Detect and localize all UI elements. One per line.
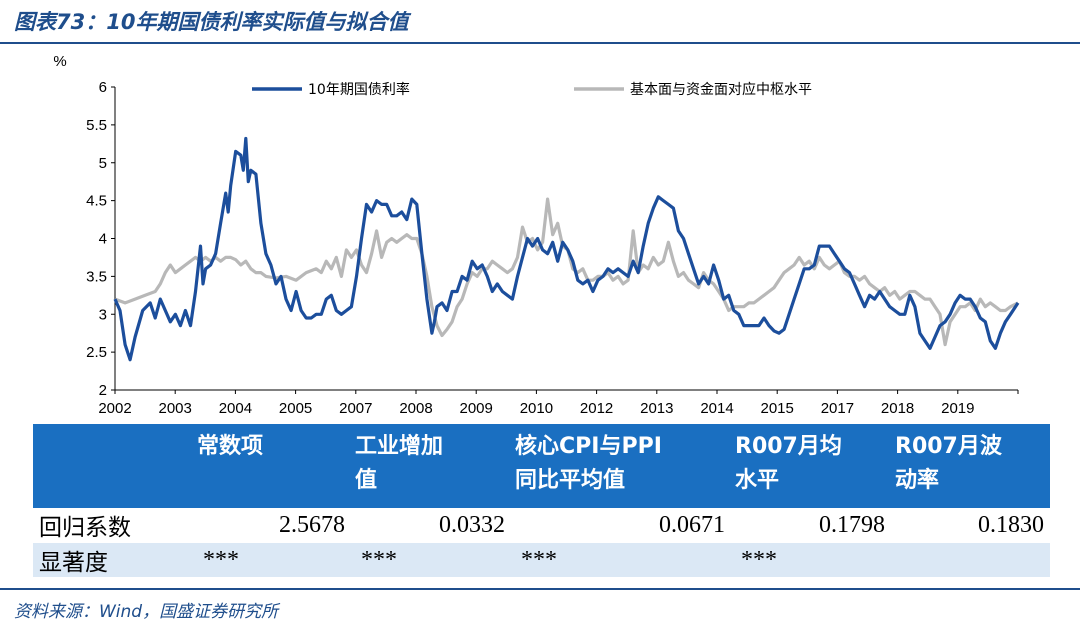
source-note: 资料来源：Wind，国盛证券研究所: [14, 602, 279, 622]
header-line: 动率: [895, 468, 940, 493]
x-tick-label: 2007: [339, 400, 372, 417]
x-tick-label: 2019: [941, 400, 974, 417]
table-header-cell: 工业增加值: [351, 424, 511, 508]
x-axis: 2002 2003 2004 2005 2007 2008 2009 2010 2012 2013…: [98, 389, 1019, 417]
title-rule: [0, 42, 1080, 44]
figure-title: 图表73：10年期国债利率实际值与拟合值: [14, 10, 409, 34]
row-label: 回归系数: [33, 508, 193, 543]
row-label: 显著度: [33, 542, 193, 577]
x-tick-label: 2018: [881, 400, 914, 417]
table-header-cell: 核心CPI与PPI 同比平均值: [511, 424, 731, 508]
legend: 10年期国债利率 基本面与资金面对应中枢水平: [252, 81, 812, 98]
table-row: 显著度 *** *** *** ***: [33, 542, 1050, 577]
table-cell: 0.1798: [731, 508, 891, 543]
x-tick-label: 2004: [219, 400, 252, 417]
y-tick-label: 2: [99, 382, 107, 399]
table-cell: ***: [511, 542, 731, 577]
table-header-cell: 常数项: [193, 424, 351, 508]
header-line: R007月波: [895, 434, 1002, 459]
table-cell: 2.5678: [193, 508, 351, 543]
legend-label: 10年期国债利率: [308, 81, 410, 98]
table-cell: ***: [193, 542, 351, 577]
table-row: 回归系数 2.5678 0.0332 0.0671 0.1798 0.1830: [33, 508, 1050, 543]
table-cell: [891, 542, 1050, 577]
series-lines: [113, 136, 1020, 362]
table-header-cell: R007月均 水平: [731, 424, 891, 508]
y-tick-label: 3.5: [86, 268, 107, 285]
header-line: R007月均: [735, 434, 842, 459]
line-chart: %22.533.544.555.56 2002 2003 2004 2005 2007 2…: [53, 53, 1020, 417]
header-line: 同比平均值: [515, 468, 626, 493]
x-tick-label: 2015: [761, 400, 794, 417]
y-axis: % 2 2.5 3 3.5 4 4.5 5 5.5 6: [53, 53, 116, 399]
series-line: [113, 136, 1020, 362]
x-tick-label: 2010: [520, 400, 553, 417]
y-tick-label: 6: [99, 79, 107, 96]
table-cell: ***: [351, 542, 511, 577]
table-cell: ***: [731, 542, 891, 577]
x-tick-label: 2002: [98, 400, 131, 417]
x-tick-label: 2008: [399, 400, 432, 417]
x-tick-label: 2005: [279, 400, 312, 417]
y-tick-label: 4.5: [86, 193, 107, 210]
table-cell: 0.1830: [891, 508, 1050, 543]
x-tick-label: 2017: [821, 400, 854, 417]
table-header-corner: [33, 424, 193, 508]
header-line: 水平: [735, 468, 780, 493]
y-tick-label: 2.5: [86, 344, 107, 361]
x-tick-label: 2014: [700, 400, 733, 417]
x-tick-label: 2013: [640, 400, 673, 417]
table-cell: 0.0671: [511, 508, 731, 543]
x-tick-label: 2012: [580, 400, 613, 417]
header-line: 值: [355, 468, 378, 493]
table-cell: 0.0332: [351, 508, 511, 543]
footer-rule: [0, 588, 1080, 590]
table-header-cell: R007月波 动率: [891, 424, 1050, 508]
y-tick-label: 3: [99, 306, 107, 323]
header-line: 常数项: [197, 434, 264, 459]
x-tick-label: 2009: [460, 400, 493, 417]
legend-label: 基本面与资金面对应中枢水平: [630, 81, 812, 98]
x-tick-label: 2003: [159, 400, 192, 417]
y-axis-unit-label: %: [53, 53, 66, 70]
regression-table: 常数项 工业增加值 核心CPI与PPI 同比平均值 R007月均 水平 R007月波…: [33, 424, 1050, 577]
series-line: [114, 197, 1019, 347]
header-line: 工业增加: [355, 434, 444, 459]
header-line: 核心CPI与PPI: [515, 434, 662, 459]
y-tick-label: 5.5: [86, 117, 107, 134]
y-tick-label: 4: [99, 231, 107, 248]
table-header-row: 常数项 工业增加值 核心CPI与PPI 同比平均值 R007月均 水平 R007月波…: [33, 424, 1050, 508]
y-tick-label: 5: [99, 155, 107, 172]
